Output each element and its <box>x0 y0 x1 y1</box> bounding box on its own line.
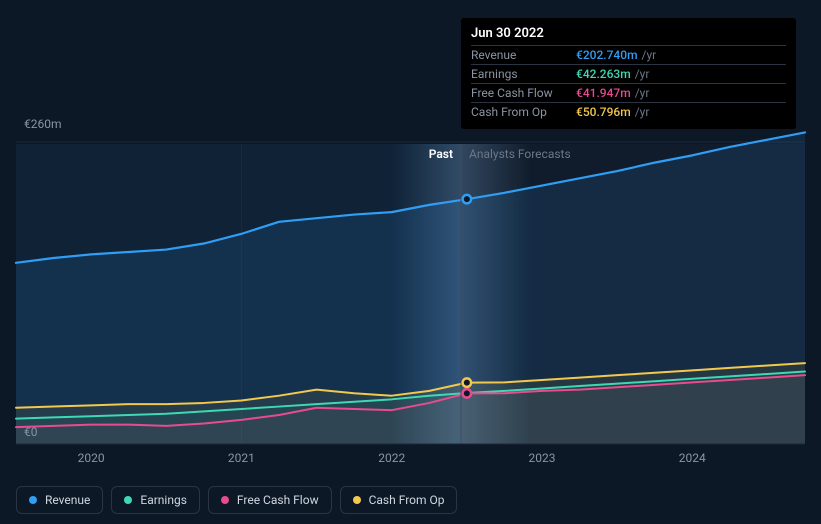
tooltip-row-label: Revenue <box>471 48 576 62</box>
legend-item-label: Cash From Op <box>369 493 445 507</box>
chart-container: €260m €0 2020 2021 2022 2023 2024 Past Analysts … <box>0 0 821 524</box>
x-tick-label: 2020 <box>78 451 105 465</box>
legend-dot-icon <box>353 496 361 504</box>
tooltip-row-value: €202.740m <box>576 48 638 62</box>
tooltip-row-value: €42.263m <box>576 67 631 81</box>
tooltip-row-unit: /yr <box>635 105 650 119</box>
legend: Revenue Earnings Free Cash Flow Cash From O… <box>16 486 457 514</box>
x-tick-label: 2023 <box>529 451 556 465</box>
legend-item-fcf[interactable]: Free Cash Flow <box>208 486 332 514</box>
tooltip-row: Earnings€42.263m/yr <box>471 64 786 83</box>
legend-item-label: Revenue <box>45 493 90 507</box>
legend-item-label: Free Cash Flow <box>237 493 319 507</box>
x-tick-label: 2024 <box>679 451 706 465</box>
tooltip-row-unit: /yr <box>635 86 650 100</box>
marker-cashop-inner <box>464 380 470 386</box>
tooltip-row-label: Earnings <box>471 67 576 81</box>
tooltip-row: Revenue€202.740m/yr <box>471 45 786 64</box>
y-tick-max: €260m <box>24 117 62 131</box>
tooltip-row-unit: /yr <box>642 48 657 62</box>
y-tick-zero: €0 <box>24 425 38 439</box>
tooltip-row-unit: /yr <box>635 67 650 81</box>
legend-item-revenue[interactable]: Revenue <box>16 486 103 514</box>
legend-item-label: Earnings <box>140 493 187 507</box>
tooltip-date: Jun 30 2022 <box>471 26 786 41</box>
tooltip-row-value: €50.796m <box>576 105 631 119</box>
marker-fcf-inner <box>464 390 470 396</box>
legend-dot-icon <box>124 496 132 504</box>
past-label: Past <box>429 147 453 161</box>
legend-item-cashop[interactable]: Cash From Op <box>340 486 458 514</box>
tooltip-row-value: €41.947m <box>576 86 631 100</box>
tooltip-row-label: Free Cash Flow <box>471 86 576 100</box>
x-tick-label: 2022 <box>378 451 405 465</box>
tooltip-row-label: Cash From Op <box>471 105 576 119</box>
tooltip: Jun 30 2022 Revenue€202.740m/yrEarnings€… <box>461 18 796 129</box>
forecast-label: Analysts Forecasts <box>469 147 571 161</box>
legend-dot-icon <box>29 496 37 504</box>
tooltip-row: Free Cash Flow€41.947m/yr <box>471 83 786 102</box>
legend-dot-icon <box>221 496 229 504</box>
legend-item-earnings[interactable]: Earnings <box>111 486 200 514</box>
x-tick-label: 2021 <box>228 451 255 465</box>
marker-revenue-inner <box>464 196 470 202</box>
tooltip-row: Cash From Op€50.796m/yr <box>471 102 786 121</box>
